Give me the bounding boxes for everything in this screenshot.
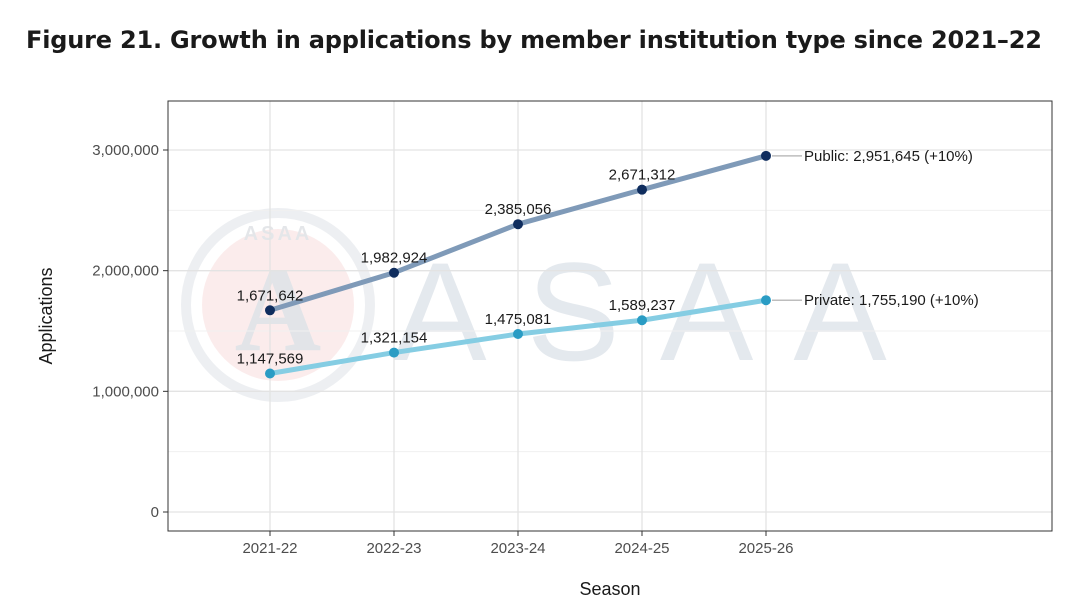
data-point-private	[761, 295, 771, 306]
data-point-private	[265, 368, 275, 379]
y-axis-label: Applications	[36, 267, 56, 364]
y-tick-label: 3,000,000	[92, 142, 159, 159]
data-label-public: 1,671,642	[237, 287, 304, 304]
data-point-public	[265, 305, 275, 316]
data-label-private: 1,589,237	[609, 297, 676, 314]
data-label-public: 1,982,924	[361, 250, 428, 267]
watermark-text: ASAA	[393, 233, 927, 390]
data-label-public: 2,671,312	[609, 167, 676, 184]
end-label-public: Public: 2,951,645 (+10%)	[804, 148, 973, 165]
data-point-public	[637, 184, 647, 195]
x-tick-label: 2024-25	[614, 540, 669, 557]
data-label-private: 1,147,569	[237, 351, 304, 368]
watermark-logo: ASAA A ASAA	[181, 208, 927, 402]
data-point-private	[637, 315, 647, 326]
x-tick-label: 2025-26	[738, 540, 793, 557]
data-point-public	[761, 150, 771, 161]
y-axis: 0 1,000,000 2,000,000 3,000,000	[92, 142, 168, 521]
data-point-private	[513, 329, 523, 340]
grid	[168, 101, 1052, 531]
chart-title: Figure 21. Growth in applications by mem…	[26, 26, 1042, 54]
y-tick-label: 1,000,000	[92, 383, 159, 400]
y-tick-label: 2,000,000	[92, 263, 159, 280]
y-tick-label: 0	[151, 504, 159, 521]
end-label-private: Private: 1,755,190 (+10%)	[804, 292, 979, 309]
x-tick-label: 2021-22	[242, 540, 297, 557]
x-tick-label: 2023-24	[490, 540, 545, 557]
data-label-private: 1,475,081	[485, 311, 552, 328]
watermark-seal-text: ASAA	[244, 223, 313, 245]
data-point-public	[513, 219, 523, 230]
data-point-public	[389, 267, 399, 278]
plot-panel	[167, 100, 1053, 532]
data-point-private	[389, 347, 399, 358]
data-label-private: 1,321,154	[361, 330, 428, 347]
series-layer: 1,671,642 1,982,924 2,385,056 2,671,312 Publ…	[237, 148, 979, 379]
x-axis: 2021-22 2022-23 2023-24 2024-25 2025-26	[242, 531, 794, 557]
x-axis-label: Season	[579, 579, 640, 599]
data-label-public: 2,385,056	[485, 201, 552, 218]
x-tick-label: 2022-23	[366, 540, 421, 557]
